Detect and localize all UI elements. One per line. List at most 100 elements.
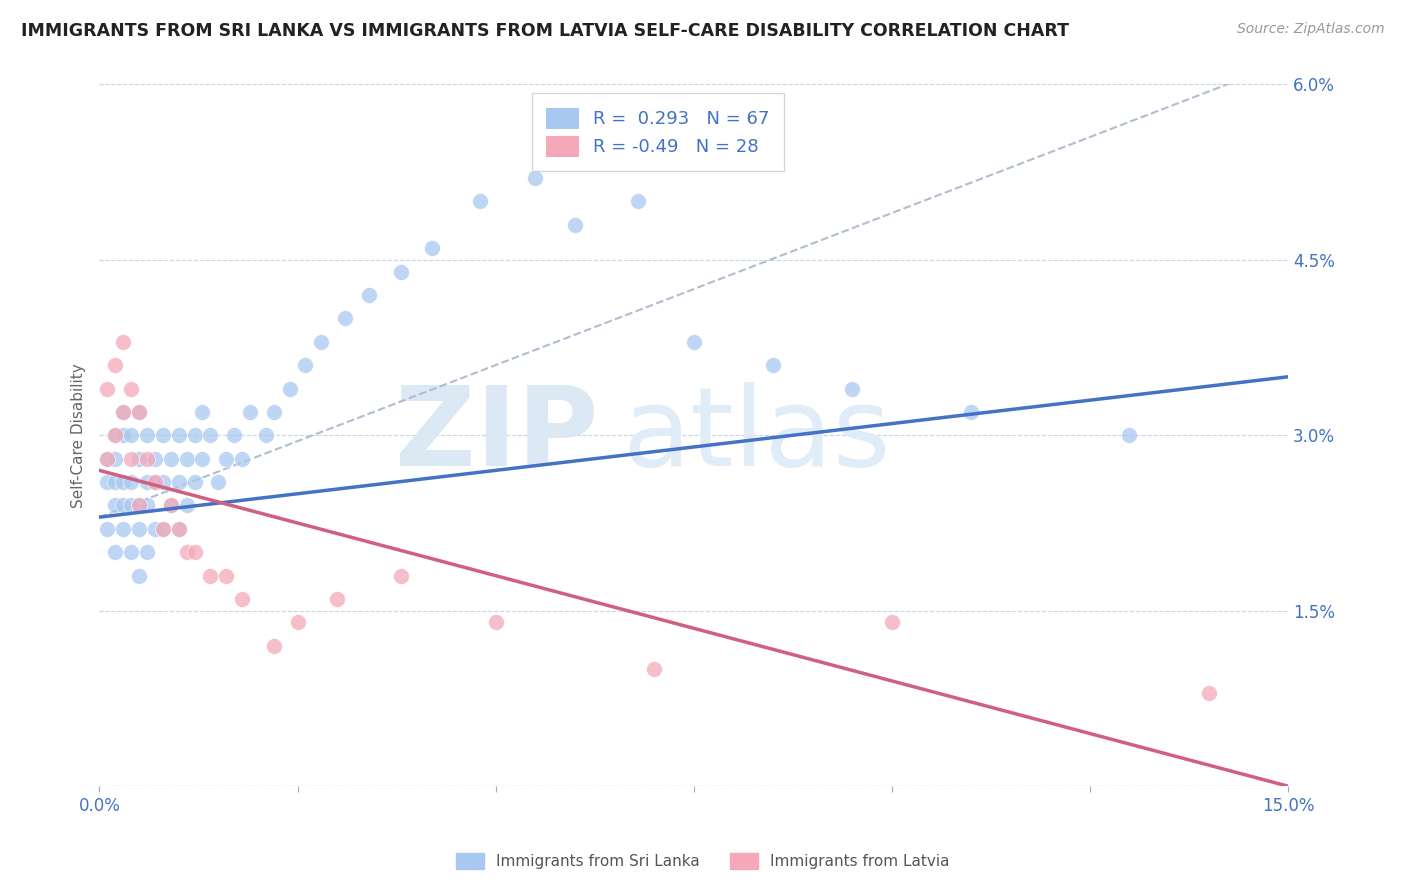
Point [1198, 685, 1220, 699]
Point [215, 451, 238, 466]
Point [231, 592, 253, 607]
Point [167, 522, 190, 536]
Point [96, 475, 118, 489]
Text: atlas: atlas [623, 382, 891, 489]
Point [215, 568, 238, 582]
Point [152, 428, 174, 442]
Point [120, 382, 142, 396]
Point [176, 451, 198, 466]
Text: IMMIGRANTS FROM SRI LANKA VS IMMIGRANTS FROM LATVIA SELF-CARE DISABILITY CORRELA: IMMIGRANTS FROM SRI LANKA VS IMMIGRANTS … [21, 22, 1069, 40]
Point [183, 545, 205, 559]
Point [128, 451, 150, 466]
Point [128, 568, 150, 582]
Text: Source: ZipAtlas.com: Source: ZipAtlas.com [1237, 22, 1385, 37]
Point [112, 475, 135, 489]
Point [960, 405, 983, 419]
Point [167, 428, 190, 442]
Point [278, 382, 301, 396]
Point [1118, 428, 1140, 442]
Point [120, 545, 142, 559]
Point [96, 451, 118, 466]
Point [152, 475, 174, 489]
Point [183, 475, 205, 489]
Point [120, 499, 142, 513]
Point [263, 639, 285, 653]
Point [152, 522, 174, 536]
Legend: R =  0.293   N = 67, R = -0.49   N = 28: R = 0.293 N = 67, R = -0.49 N = 28 [531, 94, 785, 171]
Point [143, 522, 166, 536]
Point [176, 545, 198, 559]
Point [564, 218, 586, 232]
Point [104, 451, 127, 466]
Point [136, 451, 159, 466]
Point [120, 451, 142, 466]
Point [200, 568, 222, 582]
Point [120, 475, 142, 489]
Point [128, 522, 150, 536]
Point [104, 499, 127, 513]
Point [112, 499, 135, 513]
Point [159, 499, 181, 513]
Point [104, 428, 127, 442]
Point [326, 592, 349, 607]
Point [112, 405, 135, 419]
Point [128, 499, 150, 513]
Point [841, 382, 863, 396]
Point [112, 405, 135, 419]
Point [207, 475, 229, 489]
Point [136, 499, 159, 513]
Point [627, 194, 650, 209]
Point [104, 475, 127, 489]
Point [120, 428, 142, 442]
Point [167, 475, 190, 489]
Point [311, 334, 333, 349]
Point [762, 358, 785, 372]
Point [136, 475, 159, 489]
Point [112, 428, 135, 442]
Point [128, 499, 150, 513]
Point [239, 405, 262, 419]
Y-axis label: Self-Care Disability: Self-Care Disability [72, 363, 86, 508]
Point [682, 334, 704, 349]
Point [263, 405, 285, 419]
Point [143, 451, 166, 466]
Point [159, 499, 181, 513]
Text: ZIP: ZIP [395, 382, 599, 489]
Point [136, 428, 159, 442]
Point [176, 499, 198, 513]
Point [104, 428, 127, 442]
Point [104, 358, 127, 372]
Point [112, 522, 135, 536]
Point [200, 428, 222, 442]
Point [880, 615, 903, 630]
Point [96, 522, 118, 536]
Point [143, 475, 166, 489]
Point [231, 451, 253, 466]
Point [183, 428, 205, 442]
Point [167, 522, 190, 536]
Point [484, 615, 506, 630]
Point [143, 475, 166, 489]
Point [191, 451, 214, 466]
Point [287, 615, 309, 630]
Point [333, 311, 356, 326]
Point [389, 264, 412, 278]
Point [96, 382, 118, 396]
Point [159, 451, 181, 466]
Point [191, 405, 214, 419]
Point [112, 334, 135, 349]
Point [389, 568, 412, 582]
Point [254, 428, 277, 442]
Point [128, 405, 150, 419]
Point [128, 405, 150, 419]
Point [357, 288, 380, 302]
Point [468, 194, 491, 209]
Point [96, 451, 118, 466]
Point [420, 241, 443, 255]
Legend: Immigrants from Sri Lanka, Immigrants from Latvia: Immigrants from Sri Lanka, Immigrants fr… [450, 847, 956, 875]
Point [294, 358, 316, 372]
Point [136, 545, 159, 559]
Point [643, 662, 665, 676]
Point [152, 522, 174, 536]
Point [224, 428, 246, 442]
